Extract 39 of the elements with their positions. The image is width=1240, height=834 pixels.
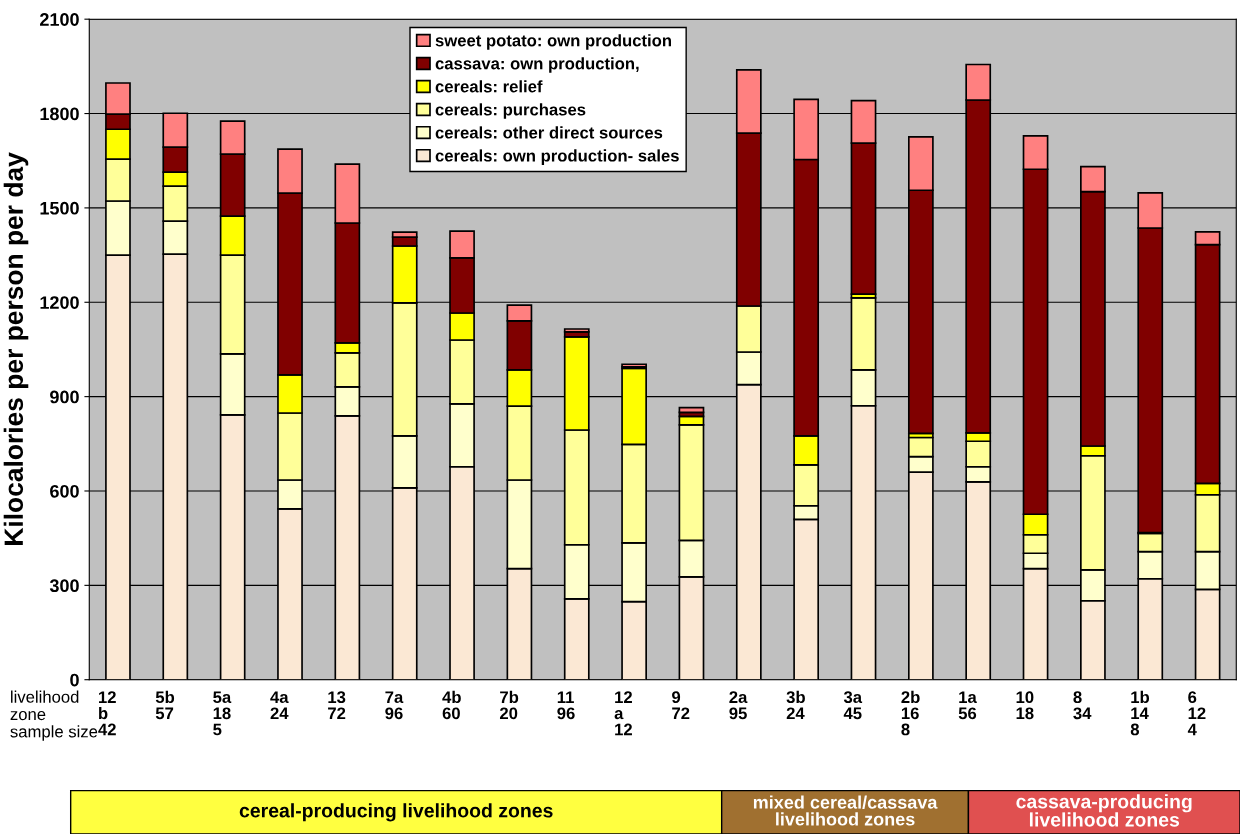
y-tick-label: 600 [50,484,79,498]
legend-label: cereals: other direct sources [435,126,663,139]
y-tick-label: 1500 [40,201,79,215]
x-tick-label: 1b 14 8 [1130,690,1150,736]
legend-label: cassava: own production, [435,57,639,73]
x-tick-label: 1a 56 [958,691,977,720]
x-tick-label: 7a 96 [385,691,404,720]
x-tick-label: 3a 45 [843,691,863,720]
x-tick-label: 2a 95 [729,691,748,720]
x-tick-label: 5b 57 [155,690,175,720]
x-tick-label: 4b 60 [442,690,461,720]
legend-label: cereals: purchases [435,103,586,119]
x-tick-label: 12 b 42 [98,691,116,736]
y-tick-label: 1800 [40,107,79,121]
x-tick-label: 13 72 [328,691,346,720]
y-tick-label: 2100 [40,13,79,26]
text: cereal-producing livelihood zones [239,803,553,822]
x-tick-label: 8 34 [1073,691,1092,720]
x-tick-label: 10 18 [1016,691,1034,720]
y-tick-label: 1200 [40,296,79,309]
x-tick-label: 11 96 [557,691,575,720]
x-tick-label: 3b 24 [786,690,805,720]
x-tick-label: 7b 20 [499,690,519,720]
y-tick-label: 0 [70,673,79,687]
y-tick-label: 300 [49,579,79,593]
legend-label: sweet potato: own production [435,34,671,50]
legend-label: cereals: relief [435,80,543,93]
text: cassava-producing livelihood zones [1016,794,1192,827]
y-axis-title: Kilocalories per person per day [3,152,29,545]
text: mixed cereal/cassava livelihood zones [753,795,938,826]
x-tick-label: 9 72 [672,691,690,720]
text: livelihood zone sample size [10,690,98,741]
x-tick-label: 2b 16 8 [901,690,920,736]
x-tick-label: 12 a 12 [614,691,632,736]
x-tick-label: 4a 24 [270,691,289,720]
y-tick-label: 900 [50,390,79,404]
x-tick-label: 5a 18 5 [213,691,232,736]
x-tick-label: 6 12 4 [1187,691,1206,736]
legend-label: cereals: own production- sales [435,149,679,165]
